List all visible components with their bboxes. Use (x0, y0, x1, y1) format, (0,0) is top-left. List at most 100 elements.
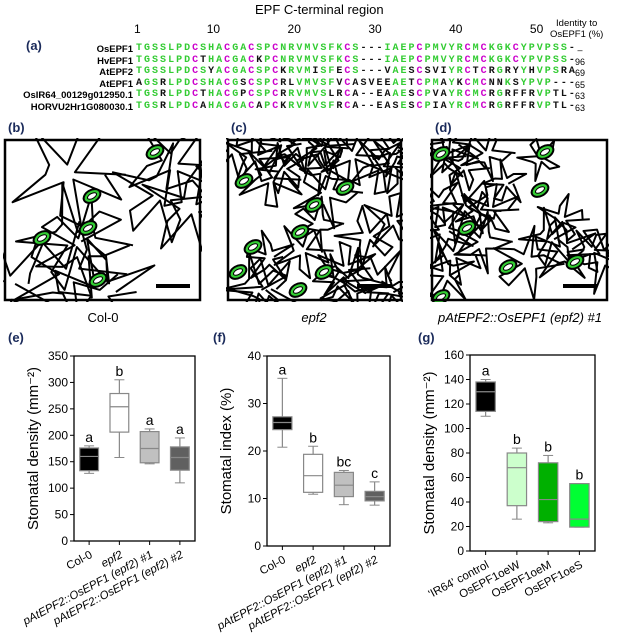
scale-bar (563, 284, 597, 288)
cell-outline (430, 203, 474, 264)
chart-g: (g) 0 20 40 60 80 100 120 140 160 Stomatal density… (418, 330, 596, 601)
sequence-name: AtEPF1 (99, 78, 133, 90)
x-tick-label: Col-0 (65, 549, 95, 572)
y-tick-label: 60 (451, 471, 465, 485)
cell-outline (534, 216, 597, 279)
cell-outline (430, 243, 475, 301)
significance-letter: b (309, 429, 317, 445)
significance-letter: a (278, 361, 286, 377)
significance-letter: a (176, 421, 184, 437)
cell-outline (430, 181, 468, 229)
y-tick-label: 140 (444, 373, 464, 387)
significance-letter: a (146, 412, 154, 428)
sequence-name: HvEPF1 (97, 55, 133, 67)
y-tick-label: 0 (457, 544, 464, 558)
sequence-name: AtEPF2 (99, 67, 133, 79)
sequence: TGSSLPDCSYACGACSPCKRVMISFECS---VAESCSVIY… (136, 66, 577, 78)
cell-outline (11, 138, 126, 227)
position-number: 40 (449, 22, 463, 36)
cell-outline (276, 138, 330, 175)
identity-header-line2: OsEPF1 (%) (550, 29, 604, 40)
panel-label: (g) (418, 330, 435, 345)
plot-frame (73, 355, 196, 542)
y-tick-label: 80 (451, 446, 465, 460)
cell-outline (226, 138, 288, 184)
cell-outline (430, 138, 479, 174)
sequence: TGSRLPDCTHACGPCSPCRRVMVSLRCA--EAAESCPVAY… (136, 89, 577, 101)
cell-outline (350, 139, 403, 195)
y-tick-label: 300 (48, 375, 68, 389)
y-tick-label: 160 (444, 348, 464, 362)
y-tick-label: 0 (254, 539, 261, 553)
identity-value: 65 (574, 79, 585, 90)
panel-caption: Col-0 (87, 310, 119, 325)
cell-outline (226, 251, 288, 302)
box (333, 471, 355, 498)
cell-outline (368, 139, 403, 195)
y-tick-label: 200 (48, 428, 68, 442)
cell-outline (254, 142, 305, 195)
sequence-name: OsEPF1 (96, 44, 133, 55)
y-axis-label: Stomatal density (mm⁻²) (421, 372, 438, 535)
significance-letter: c (371, 465, 378, 481)
plot-frame (266, 355, 391, 547)
epidermis-drawing (3, 138, 202, 302)
sequence: AGSRLPDCSHACGSCSPCRLVMVSFVCASVEEAETCPMAY… (136, 77, 577, 89)
panel-label-a: (a) (26, 38, 42, 53)
cell-outline (365, 265, 403, 302)
significance-letter: a (482, 363, 490, 379)
identity-value: 69 (574, 68, 585, 79)
panel-caption: pAtEPF2::OsEPF1 (epf2) #1 (437, 310, 603, 325)
cell-outline (292, 159, 364, 230)
significance-letter: b (544, 438, 552, 454)
sequence-name: OsIR64_00129g012950.1 (23, 90, 133, 102)
y-tick-label: 50 (55, 508, 69, 522)
significance-letter: b (575, 467, 583, 483)
y-tick-label: 250 (48, 402, 68, 416)
panel-label: (e) (8, 330, 24, 345)
chart-e: (e) 0 50 100 150 200 250 300 350 Stomatal density… (8, 330, 196, 628)
cell-outline (128, 138, 202, 207)
identity-value: 63 (574, 91, 585, 102)
cell-outline (460, 183, 520, 237)
box (139, 430, 160, 464)
cell-outline (517, 206, 577, 267)
cell-outline (568, 229, 609, 273)
identity-header-line1: Identity to (556, 18, 598, 29)
cell-outline (460, 138, 516, 183)
box (302, 453, 324, 493)
y-tick-label: 0 (61, 534, 68, 548)
cell-outline (440, 142, 491, 192)
box (537, 462, 559, 523)
position-number: 30 (368, 22, 382, 36)
y-tick-label: 40 (248, 349, 262, 363)
identity-value: 63 (574, 103, 585, 113)
epidermis-drawing (226, 138, 403, 302)
significance-letter: a (85, 429, 93, 445)
cell-outline (492, 224, 565, 301)
cell-outline (333, 204, 394, 269)
y-axis-label: Stomatal density (mm⁻²) (25, 367, 42, 530)
cell-outline (291, 195, 345, 253)
y-axis-label: Stomatal index (%) (218, 388, 235, 515)
significance-letter: b (115, 363, 123, 379)
y-tick-label: 10 (248, 492, 262, 506)
cell-outline (566, 228, 609, 295)
cell-outline (341, 249, 403, 302)
sequence: TGSRLPDCAHACGACAPCKRVMVSFRCA--EASESCPIAY… (136, 101, 577, 112)
panel-label: (b) (8, 120, 25, 135)
cell-outline (307, 138, 355, 168)
position-number: 50 (529, 22, 544, 36)
alignment-title: EPF C-terminal region (255, 2, 384, 17)
panel-label: (d) (435, 120, 452, 135)
box (506, 452, 528, 507)
scale-bar (156, 284, 190, 288)
panel-label: (f) (213, 330, 226, 345)
identity-value: 96 (574, 56, 585, 67)
significance-letter: bc (336, 453, 351, 469)
panel-frame (226, 138, 403, 302)
position-number: 1 (134, 22, 141, 36)
cell-outline (245, 229, 295, 281)
box (569, 483, 590, 528)
